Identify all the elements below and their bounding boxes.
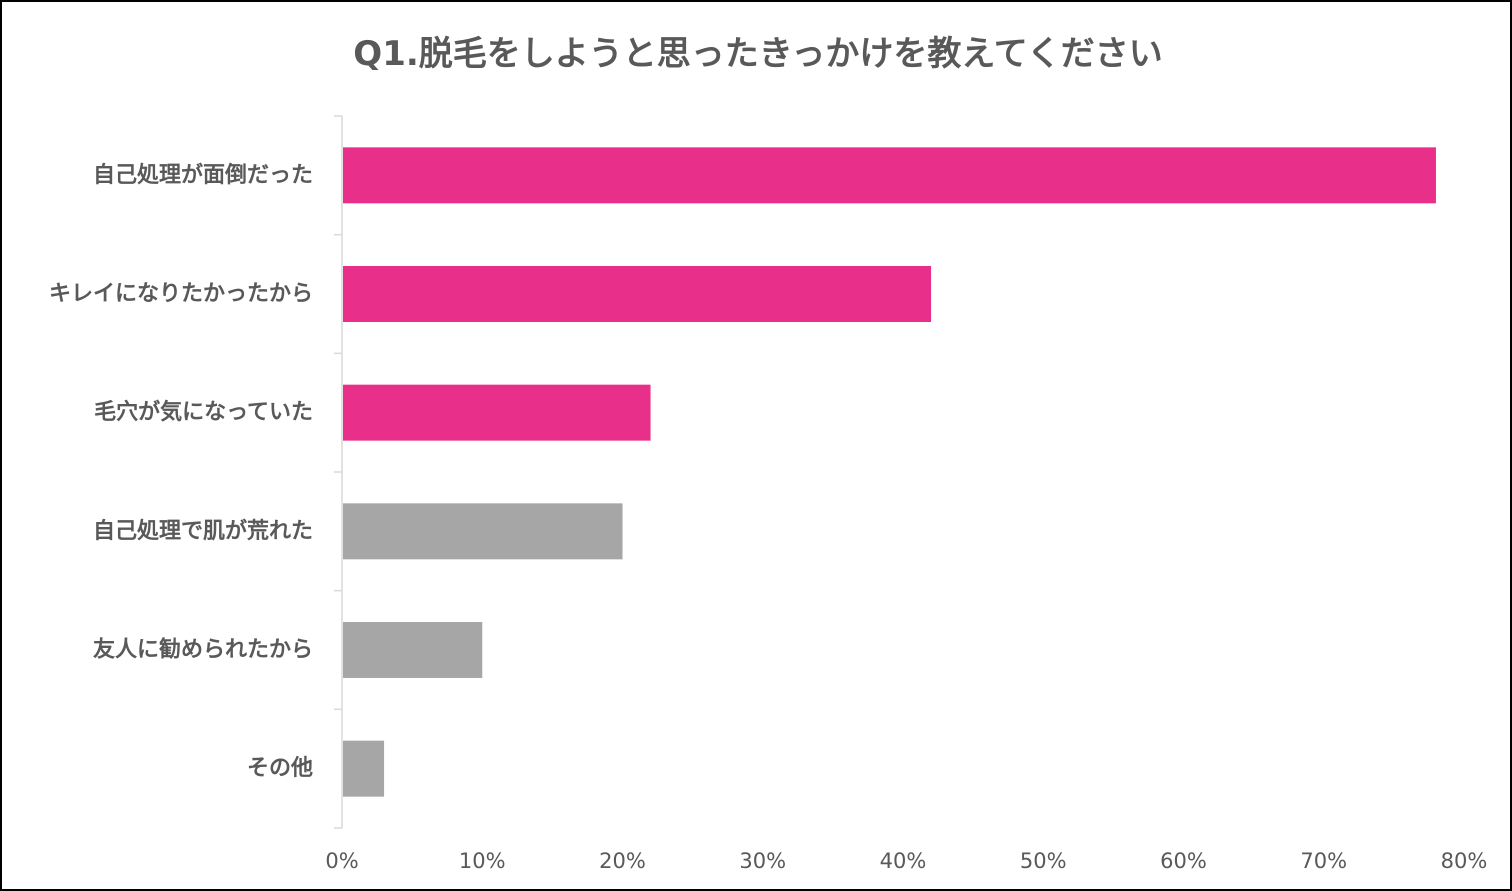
x-tick-label: 0% [325, 849, 358, 873]
x-tick-label: 70% [1300, 849, 1347, 873]
bar [343, 384, 651, 441]
category-label: その他 [247, 756, 313, 781]
bar [343, 740, 385, 797]
category-label: 自己処理で肌が荒れた [93, 518, 313, 544]
x-tick-label: 40% [880, 849, 927, 873]
category-label: 自己処理が面倒だった [93, 162, 313, 188]
bar [343, 266, 932, 322]
x-tick-label: 30% [739, 849, 786, 873]
bar [343, 622, 483, 678]
bar [343, 503, 623, 560]
x-tick-label: 50% [1020, 849, 1067, 873]
category-label: 友人に勧められたから [93, 637, 313, 663]
x-tick-label: 80% [1441, 849, 1488, 873]
x-tick-label: 20% [599, 849, 646, 873]
category-label: キレイになりたかったから [49, 282, 313, 307]
x-tick-label: 60% [1160, 849, 1207, 873]
x-tick-label: 10% [459, 849, 506, 873]
chart-title: Q1.脱毛をしようと思ったきっかけを教えてください [353, 34, 1163, 74]
bar [343, 147, 1436, 204]
category-label: 毛穴が気になっていた [94, 399, 313, 425]
